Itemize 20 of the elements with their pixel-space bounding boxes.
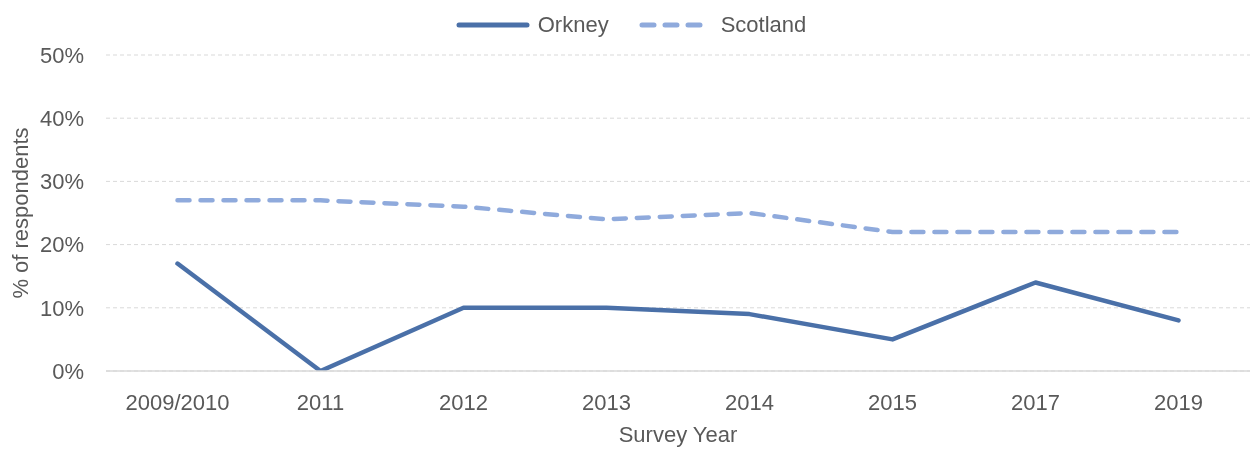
y-tick-label: 40% <box>39 106 84 132</box>
x-tick-label: 2017 <box>1011 389 1060 415</box>
y-tick-label: 10% <box>39 295 84 321</box>
x-tick-label: 2019 <box>1154 389 1203 415</box>
x-tick-label: 2014 <box>725 389 774 415</box>
x-tick-label: 2013 <box>582 389 631 415</box>
x-tick-label: 2015 <box>868 389 917 415</box>
y-tick-label: 50% <box>39 42 84 68</box>
x-tick-label: 2011 <box>296 389 345 415</box>
legend-label: Scotland <box>720 12 807 38</box>
y-tick-label: 0% <box>52 358 84 384</box>
y-axis-title: % of respondents <box>7 127 33 299</box>
x-tick-label: 2012 <box>439 389 488 415</box>
legend-label: Orkney <box>537 12 609 38</box>
y-tick-label: 20% <box>39 232 84 258</box>
y-tick-label: 30% <box>39 169 84 195</box>
x-axis-title: Survey Year <box>618 422 738 447</box>
line-series <box>175 261 1181 371</box>
x-tick-label: 2009/2010 <box>125 389 230 415</box>
line-series <box>175 198 1181 235</box>
